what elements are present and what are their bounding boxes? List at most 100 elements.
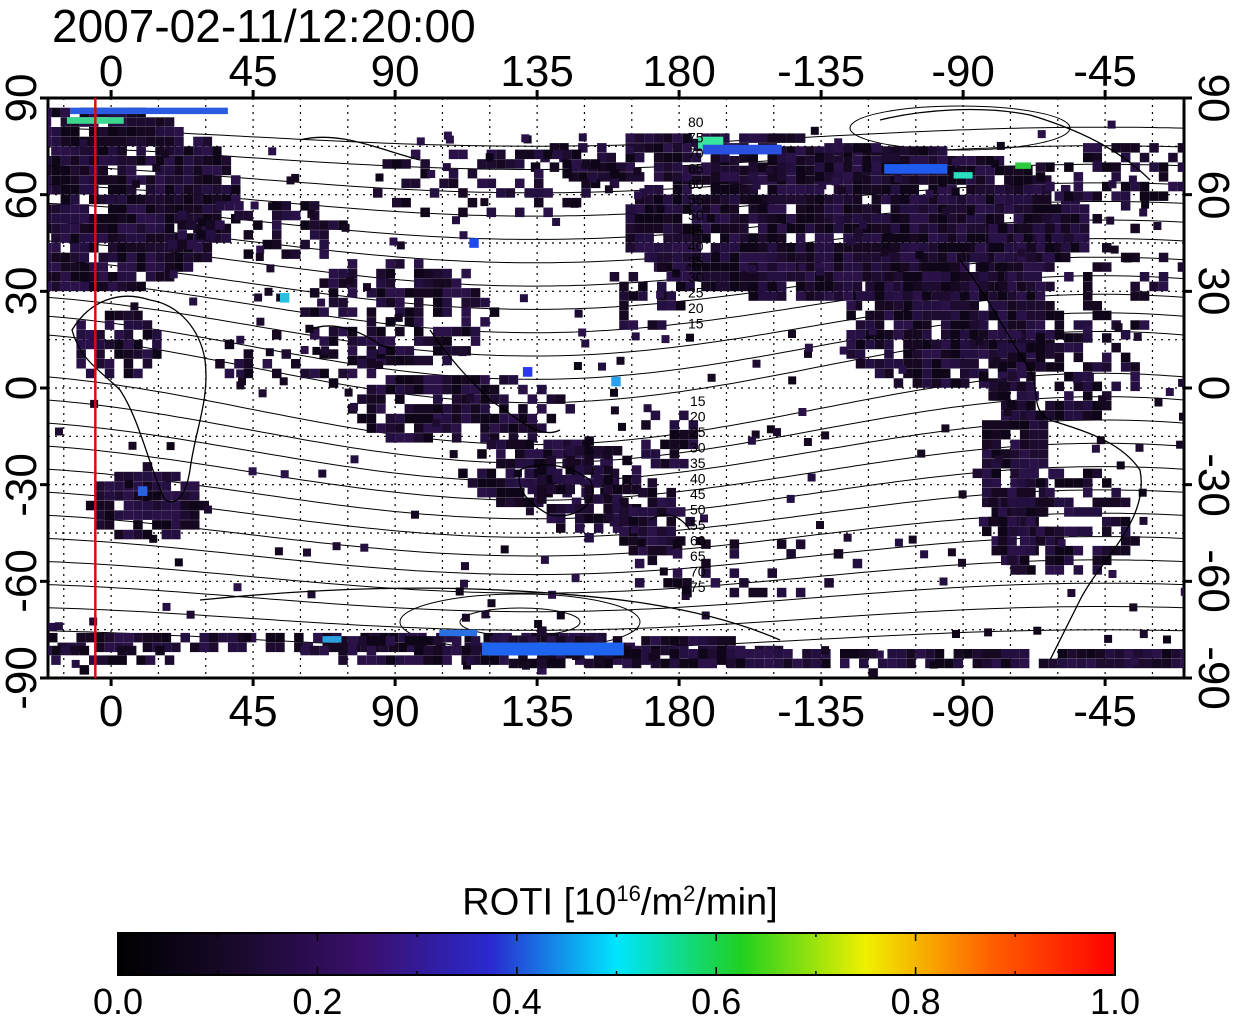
colorbar-tick-label: 0.2 xyxy=(292,981,343,1022)
roti-cell xyxy=(366,288,377,298)
roti-cell xyxy=(573,362,582,370)
roti-cell xyxy=(663,252,673,263)
roti-cell xyxy=(13,224,22,234)
roti-cell xyxy=(814,281,825,292)
roti-cell xyxy=(486,207,497,218)
roti-cell xyxy=(619,497,629,508)
roti-cell xyxy=(909,204,919,214)
roti-cell xyxy=(433,307,443,317)
contour-line xyxy=(459,607,581,637)
roti-cell xyxy=(1064,233,1074,243)
roti-cell xyxy=(404,346,415,356)
roti-cell xyxy=(660,645,670,656)
roti-cell xyxy=(720,272,730,282)
roti-cell xyxy=(445,632,456,643)
roti-cell xyxy=(98,655,108,665)
roti-cell xyxy=(877,658,888,669)
roti-cell xyxy=(995,455,1004,464)
roti-cell xyxy=(515,439,525,450)
roti-cell xyxy=(969,359,979,369)
roti-cell xyxy=(653,194,664,205)
roti-cell xyxy=(960,291,970,301)
roti-cell xyxy=(795,223,806,234)
roti-cell xyxy=(912,291,923,301)
roti-cell xyxy=(653,223,664,234)
roti-cell xyxy=(202,243,213,253)
roti-cell xyxy=(1032,214,1042,224)
roti-cell xyxy=(1073,342,1084,353)
roti-cell xyxy=(584,636,594,646)
roti-cell xyxy=(647,478,658,488)
roti-cell xyxy=(663,133,673,143)
roti-cell xyxy=(152,339,162,350)
roti-cell xyxy=(485,153,494,162)
roti-cell xyxy=(537,404,547,414)
roti-cell xyxy=(433,375,443,385)
roti-cell xyxy=(1092,400,1102,411)
contour-label: 45 xyxy=(688,223,704,239)
roti-cell xyxy=(114,481,124,491)
roti-cell xyxy=(1023,185,1033,195)
roti-cell xyxy=(814,152,825,163)
roti-cell xyxy=(155,233,165,243)
roti-cell xyxy=(272,220,282,230)
roti-cell xyxy=(1,633,11,643)
roti-cell xyxy=(505,478,516,488)
contour-label: 45 xyxy=(690,486,706,502)
roti-cell xyxy=(634,223,645,234)
roti-cell xyxy=(470,413,481,424)
roti-cell xyxy=(79,665,90,675)
roti-cell xyxy=(234,201,244,211)
roti-cell xyxy=(177,239,187,250)
roti-cell xyxy=(997,233,1008,243)
roti-cell xyxy=(814,243,825,253)
roti-cell xyxy=(682,223,692,234)
roti-cell xyxy=(997,223,1008,234)
roti-cell xyxy=(95,330,105,340)
roti-cell xyxy=(978,252,989,263)
roti-cell xyxy=(814,223,825,234)
roti-cell xyxy=(666,497,676,508)
roti-cell-high xyxy=(70,107,228,115)
roti-cell xyxy=(395,394,405,404)
roti-cell xyxy=(496,439,506,450)
roti-cell xyxy=(114,632,124,643)
roti-cell xyxy=(767,243,777,253)
roti-cell xyxy=(871,185,882,195)
roti-cell xyxy=(786,146,796,156)
roti-cell xyxy=(404,404,415,414)
roti-cell xyxy=(1102,352,1112,363)
roti-cell xyxy=(202,204,213,214)
roti-cell xyxy=(162,602,171,611)
roti-cell xyxy=(1035,281,1046,292)
roti-cell xyxy=(982,526,992,537)
roti-cell xyxy=(840,649,850,659)
roti-cell xyxy=(647,487,658,498)
roti-cell xyxy=(414,326,424,337)
roti-cell xyxy=(274,547,283,556)
roti-cell xyxy=(183,165,194,176)
contour-label: 30 xyxy=(690,440,706,456)
roti-cell xyxy=(925,649,935,659)
roti-cell xyxy=(265,348,274,357)
roti-cell xyxy=(710,172,721,182)
roti-cell xyxy=(843,281,853,292)
roti-cell xyxy=(660,636,670,646)
roti-cell xyxy=(48,165,52,176)
roti-cell xyxy=(638,507,648,517)
roti-cell xyxy=(707,649,717,659)
roti-cell xyxy=(1130,181,1140,192)
roti-cell xyxy=(559,143,569,153)
roti-cell xyxy=(1130,371,1140,382)
roti-cell xyxy=(747,436,756,445)
roti-cell xyxy=(1019,658,1030,669)
colorbar-tick-label: 0.6 xyxy=(691,981,742,1022)
roti-cell xyxy=(767,252,777,263)
roti-cell xyxy=(79,139,88,148)
roti-cell-high xyxy=(522,367,533,377)
top-tick-label: 0 xyxy=(98,47,124,96)
roti-cell xyxy=(104,339,115,350)
roti-cell xyxy=(947,194,957,205)
roti-cell xyxy=(548,590,557,599)
roti-cell xyxy=(634,143,645,153)
